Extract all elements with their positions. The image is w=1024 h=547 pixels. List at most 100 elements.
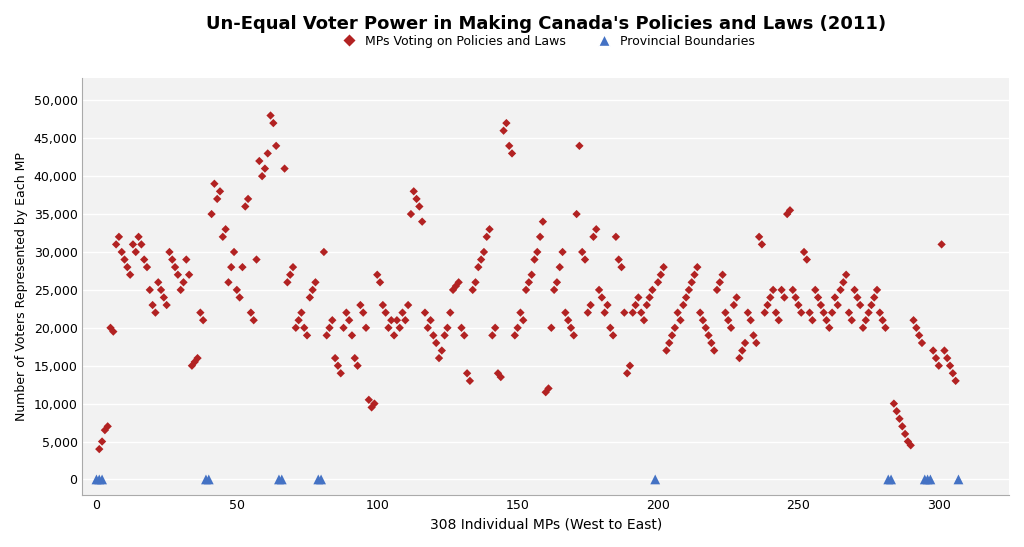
Point xyxy=(364,403,380,412)
Point xyxy=(501,142,517,150)
Point xyxy=(122,270,138,279)
Point xyxy=(697,323,714,332)
Point xyxy=(678,293,694,302)
Point xyxy=(330,362,346,370)
Point xyxy=(531,232,548,241)
Point xyxy=(133,240,150,249)
Point xyxy=(136,255,153,264)
Point xyxy=(796,248,812,257)
Point xyxy=(333,369,349,377)
Point xyxy=(397,316,414,324)
Point xyxy=(641,293,657,302)
Point xyxy=(599,301,615,310)
Point xyxy=(198,475,214,484)
Point xyxy=(186,358,203,366)
Point xyxy=(183,362,200,370)
Point xyxy=(493,373,509,381)
Point xyxy=(139,263,156,271)
Point xyxy=(153,286,169,294)
Point xyxy=(520,278,537,287)
Point xyxy=(760,301,776,310)
Point xyxy=(847,286,863,294)
Point xyxy=(433,346,450,355)
Point xyxy=(574,248,591,257)
Point xyxy=(412,202,428,211)
Point xyxy=(594,293,610,302)
Point xyxy=(667,323,683,332)
Point xyxy=(591,286,607,294)
Point xyxy=(128,248,144,257)
Point xyxy=(265,119,282,127)
Point xyxy=(204,210,220,218)
Point xyxy=(883,475,899,484)
Point xyxy=(88,475,104,484)
Point xyxy=(96,426,113,434)
Point xyxy=(602,323,618,332)
Point xyxy=(557,309,573,317)
Point xyxy=(787,293,804,302)
Point xyxy=(484,331,501,340)
Point xyxy=(728,293,744,302)
Y-axis label: Number of Voters Represented by Each MP: Number of Voters Represented by Each MP xyxy=(15,152,28,421)
Point xyxy=(844,316,860,324)
Point xyxy=(476,248,493,257)
Point xyxy=(810,293,826,302)
Point xyxy=(622,362,638,370)
Point xyxy=(613,263,630,271)
Point xyxy=(647,475,664,484)
Point xyxy=(99,422,116,430)
Point xyxy=(712,278,728,287)
Point xyxy=(936,346,952,355)
Point xyxy=(673,316,689,324)
Point xyxy=(571,142,588,150)
Point xyxy=(238,202,254,211)
Point xyxy=(212,187,228,196)
Point xyxy=(838,270,854,279)
Point xyxy=(689,263,706,271)
Point xyxy=(784,286,801,294)
Point xyxy=(375,301,391,310)
Point xyxy=(246,316,262,324)
Point xyxy=(504,149,520,158)
Point xyxy=(813,301,829,310)
Point xyxy=(496,126,512,135)
Point xyxy=(318,331,335,340)
Point xyxy=(273,475,290,484)
Point xyxy=(94,437,111,446)
Point xyxy=(147,309,164,317)
Point xyxy=(425,331,441,340)
Point xyxy=(512,309,528,317)
Point xyxy=(226,248,243,257)
Point xyxy=(818,316,835,324)
Point xyxy=(276,164,293,173)
Point xyxy=(749,339,765,347)
Point xyxy=(175,278,191,287)
Point xyxy=(296,323,312,332)
Point xyxy=(243,309,259,317)
Point xyxy=(451,278,467,287)
Point xyxy=(91,475,108,484)
Point xyxy=(726,301,742,310)
Point xyxy=(499,119,515,127)
Title: Un-Equal Voter Power in Making Canada's Policies and Laws (2011): Un-Equal Voter Power in Making Canada's … xyxy=(206,15,886,33)
Point xyxy=(616,309,633,317)
Point xyxy=(125,240,141,249)
Point xyxy=(507,331,523,340)
Point xyxy=(380,323,396,332)
Point xyxy=(164,255,180,264)
Point xyxy=(529,248,546,257)
Point xyxy=(745,331,762,340)
Point xyxy=(686,270,702,279)
Point xyxy=(349,362,366,370)
Point xyxy=(231,293,248,302)
Point xyxy=(91,445,108,453)
Point xyxy=(897,429,913,438)
Point xyxy=(618,369,635,377)
Point xyxy=(836,278,852,287)
Point xyxy=(535,217,551,226)
Point xyxy=(655,263,672,271)
Point xyxy=(262,111,279,120)
Point xyxy=(829,301,846,310)
Point xyxy=(378,309,394,317)
Point xyxy=(280,278,296,287)
